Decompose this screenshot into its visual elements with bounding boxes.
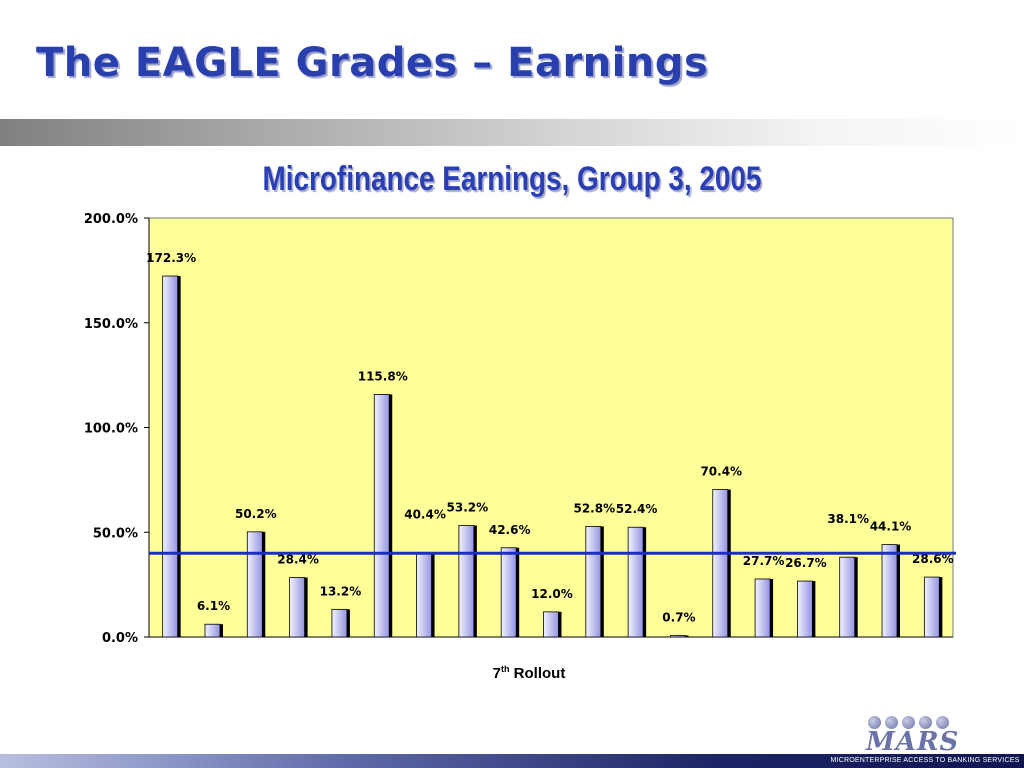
bar xyxy=(500,547,517,638)
data-label: 38.1% xyxy=(827,512,869,526)
bar xyxy=(416,551,432,638)
y-tick-label: 200.0% xyxy=(84,212,138,227)
y-tick-label: 150.0% xyxy=(84,317,138,332)
bar xyxy=(839,556,856,638)
bar xyxy=(289,577,306,638)
bar xyxy=(754,578,771,638)
y-tick-label: 0.0% xyxy=(102,631,138,646)
y-tick-label: 100.0% xyxy=(84,422,138,437)
data-label: 40.4% xyxy=(404,507,446,521)
slide-title: The EAGLE Grades – Earnings xyxy=(36,40,709,86)
mars-logo: MARS xyxy=(862,714,974,758)
data-label: 12.0% xyxy=(531,587,573,601)
bar xyxy=(162,275,179,638)
data-label: 52.4% xyxy=(616,502,658,516)
logo-tagline: MICROENTERPRISE ACCESS TO BANKING SERVIC… xyxy=(830,757,1020,764)
bar xyxy=(246,531,263,638)
data-label: 52.8% xyxy=(573,501,615,515)
bar xyxy=(670,635,686,638)
bar xyxy=(204,623,221,638)
footer-bar xyxy=(0,754,1024,768)
bar xyxy=(373,393,390,638)
data-label: 115.8% xyxy=(358,369,408,383)
data-label: 13.2% xyxy=(320,584,362,598)
data-label: 50.2% xyxy=(235,507,277,521)
data-label: 28.4% xyxy=(277,553,319,567)
bar xyxy=(923,576,940,638)
data-label: 28.6% xyxy=(912,552,954,566)
y-tick-label: 50.0% xyxy=(93,526,138,541)
data-label: 27.7% xyxy=(743,554,785,568)
bar xyxy=(627,526,644,638)
data-label: 172.3% xyxy=(146,251,196,265)
data-label: 42.6% xyxy=(489,523,531,537)
title-gradient-bar xyxy=(0,119,1024,146)
data-label: 70.4% xyxy=(700,465,742,479)
logo-wordmark: MARS xyxy=(866,727,960,757)
bar xyxy=(331,608,348,638)
plot-area xyxy=(148,217,954,638)
data-label: 0.7% xyxy=(662,611,695,625)
bar xyxy=(458,525,475,638)
bar xyxy=(712,489,729,638)
data-label: 53.2% xyxy=(447,501,489,515)
bar xyxy=(585,525,602,638)
logo-dots-icon xyxy=(868,716,949,729)
data-label: 44.1% xyxy=(870,520,912,534)
bar xyxy=(543,611,559,638)
bar xyxy=(881,544,898,638)
data-label: 6.1% xyxy=(197,599,230,613)
x-axis-label: 7th Rollout xyxy=(492,664,566,682)
chart-title: Microfinance Earnings, Group 3, 2005 xyxy=(262,160,762,198)
data-label: 26.7% xyxy=(785,556,827,570)
bar xyxy=(796,580,813,638)
